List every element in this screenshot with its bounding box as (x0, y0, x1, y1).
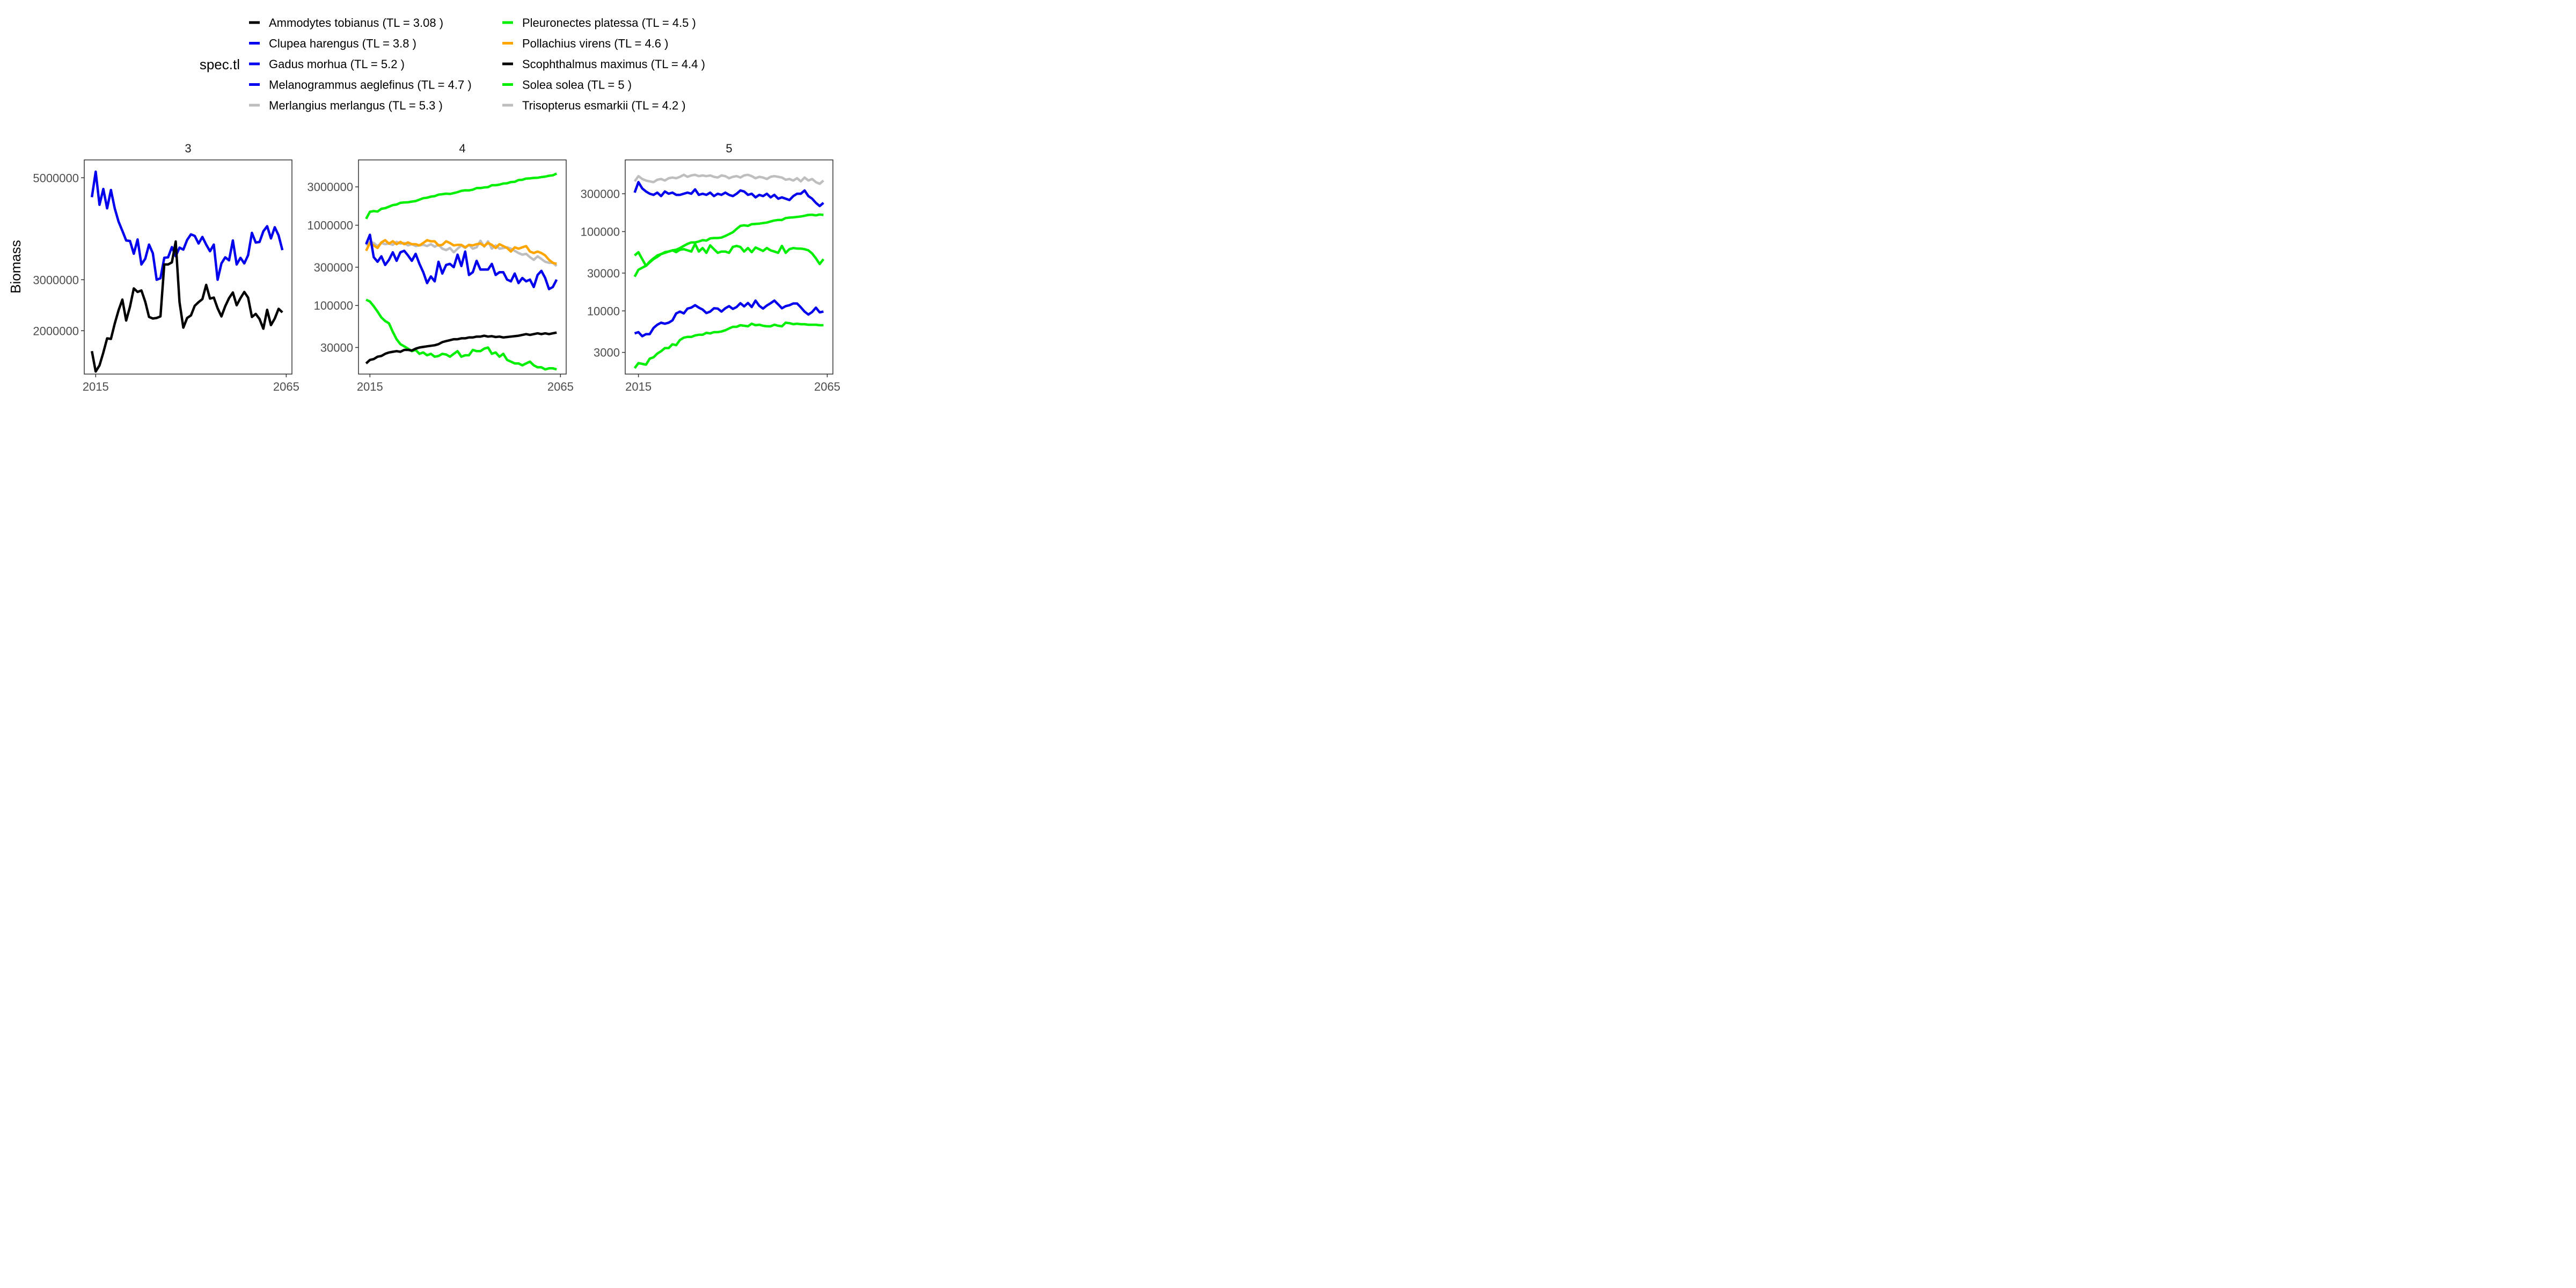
series-line (365, 172, 558, 219)
series-line (90, 240, 283, 373)
series-line (365, 331, 557, 364)
legend-item: Ammodytes tobianus (TL = 3.08 ) (249, 16, 443, 30)
series-line (365, 239, 557, 265)
y-tick-label: 100000 (581, 225, 620, 239)
legend-label: Ammodytes tobianus (TL = 3.08 ) (269, 16, 443, 30)
y-tick-label: 300000 (581, 187, 620, 201)
facet-panels: 3 2000000 3000000 5000000 2015 2065 4 30000 1000… (33, 142, 840, 393)
legend-label: Clupea harengus (TL = 3.8 ) (269, 37, 416, 50)
facet-title: 4 (459, 142, 465, 155)
y-tick-label: 3000000 (307, 180, 353, 194)
y-tick-label: 1000000 (307, 219, 353, 232)
x-tick-label: 2065 (547, 380, 574, 393)
panel-border (625, 159, 833, 375)
series-group (365, 172, 558, 371)
x-tick-label: 2065 (814, 380, 840, 393)
y-tick-label: 100000 (314, 299, 353, 312)
series-line (634, 299, 824, 338)
series-line (633, 213, 824, 277)
legend: spec.tl Ammodytes tobianus (TL = 3.08 ) C… (200, 16, 705, 112)
legend-item: Solea solea (TL = 5 ) (502, 78, 632, 92)
legend-item: Clupea harengus (TL = 3.8 ) (249, 37, 416, 50)
legend-title: spec.tl (200, 56, 240, 72)
panel-border (358, 159, 567, 375)
legend-label: Pleuronectes platessa (TL = 4.5 ) (522, 16, 696, 30)
legend-item: Trisopterus esmarkii (TL = 4.2 ) (502, 99, 686, 112)
legend-label: Scophthalmus maximus (TL = 4.4 ) (522, 57, 705, 71)
facet-panel: 5 3000 10000 30000 100000 300000 2015 2065 (581, 142, 840, 393)
y-tick-label: 2000000 (33, 324, 79, 338)
facet-title: 5 (726, 142, 732, 155)
legend-label: Melanogrammus aeglefinus (TL = 4.7 ) (269, 78, 472, 92)
legend-item: Pollachius virens (TL = 4.6 ) (502, 37, 668, 50)
series-line (365, 233, 558, 290)
x-tick-label: 2015 (83, 380, 109, 393)
series-line (634, 243, 825, 267)
facet-panel: 3 2000000 3000000 5000000 2015 2065 (33, 142, 299, 393)
series-group (90, 170, 284, 373)
y-tick-label: 30000 (587, 267, 620, 280)
legend-label: Trisopterus esmarkii (TL = 4.2 ) (522, 99, 686, 112)
legend-label: Gadus morhua (TL = 5.2 ) (269, 57, 405, 71)
chart-canvas: spec.tl Ammodytes tobianus (TL = 3.08 ) C… (8, 16, 840, 393)
series-group (633, 173, 825, 369)
x-tick-label: 2065 (273, 380, 299, 393)
legend-label: Solea solea (TL = 5 ) (522, 78, 632, 92)
x-tick-label: 2015 (625, 380, 652, 393)
y-tick-label: 10000 (587, 304, 620, 318)
legend-label: Merlangius merlangus (TL = 5.3 ) (269, 99, 443, 112)
series-line (633, 321, 824, 369)
y-tick-label: 3000 (594, 346, 620, 360)
legend-item: Scophthalmus maximus (TL = 4.4 ) (502, 57, 705, 71)
x-tick-label: 2015 (357, 380, 383, 393)
series-line (633, 181, 824, 208)
facet-title: 3 (185, 142, 191, 155)
panel-border (84, 159, 292, 375)
y-tick-label: 300000 (314, 261, 353, 274)
y-tick-label: 5000000 (33, 171, 79, 185)
legend-item: Gadus morhua (TL = 5.2 ) (249, 57, 405, 71)
y-tick-label: 3000000 (33, 273, 79, 287)
series-line (633, 173, 824, 185)
legend-item: Melanogrammus aeglefinus (TL = 4.7 ) (249, 78, 472, 92)
legend-item: Merlangius merlangus (TL = 5.3 ) (249, 99, 443, 112)
facet-panel: 4 30000 100000 300000 1000000 3000000 2015 2065 (307, 142, 573, 393)
legend-item: Pleuronectes platessa (TL = 4.5 ) (502, 16, 696, 30)
series-line (365, 298, 557, 371)
legend-label: Pollachius virens (TL = 4.6 ) (522, 37, 668, 50)
series-line (90, 170, 284, 281)
y-tick-label: 30000 (320, 341, 353, 354)
y-axis-title: Biomass (8, 240, 24, 294)
